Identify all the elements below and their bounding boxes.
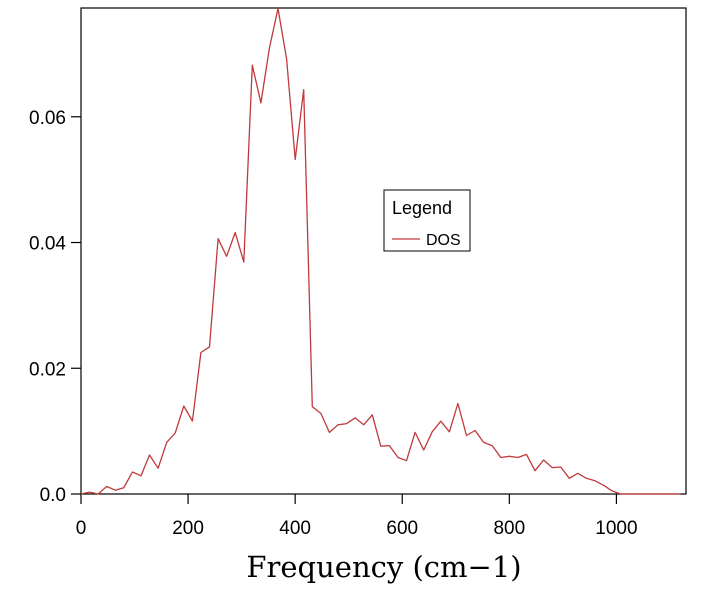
x-axis-title: Frequency (cm−1) xyxy=(246,550,521,584)
x-tick-label: 200 xyxy=(172,518,204,539)
x-axis: 0 200 400 600 800 1000 xyxy=(76,494,638,539)
legend-box xyxy=(383,189,471,252)
x-tick-label: 800 xyxy=(493,518,525,539)
y-tick-label: 0.02 xyxy=(29,359,66,380)
series-line-dos xyxy=(80,7,681,495)
x-tick-label: 1000 xyxy=(595,518,637,539)
x-tick-label: 400 xyxy=(279,518,311,539)
x-tick-label: 0 xyxy=(76,518,87,539)
y-axis: 0.0 0.02 0.04 0.06 xyxy=(29,108,81,506)
legend: Legend DOS xyxy=(383,189,471,252)
legend-label-dos: DOS xyxy=(426,232,461,249)
legend-title: Legend xyxy=(392,198,452,218)
plot-frame xyxy=(80,7,687,495)
y-tick-label: 0.04 xyxy=(29,234,66,255)
x-tick-label: 600 xyxy=(386,518,418,539)
y-tick-label: 0.0 xyxy=(40,485,66,506)
y-tick-label: 0.06 xyxy=(29,108,66,129)
